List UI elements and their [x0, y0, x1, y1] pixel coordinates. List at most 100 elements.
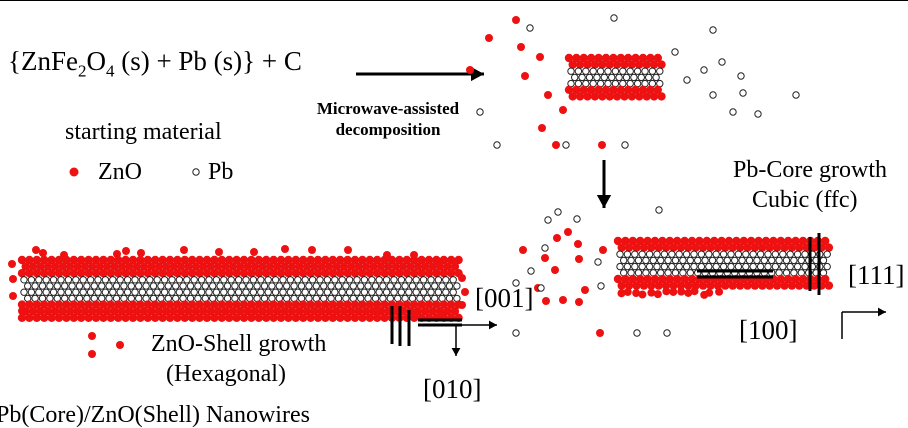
upper-rod-core-dot [572, 74, 578, 80]
upper-rod-core-dot [583, 68, 589, 74]
right-rod-core-dot [772, 263, 778, 269]
left-rod-core-dot [87, 289, 93, 295]
right-rod-core-dot [732, 257, 738, 263]
left-rod-fringe-dot [122, 247, 130, 255]
upper-rod-core-dot [575, 68, 581, 74]
right-pb-particle [542, 245, 548, 251]
left-rod-shell-dot [366, 269, 374, 277]
nanowire-caption: Pb(Core)/ZnO(Shell) Nanowires [0, 403, 310, 427]
left-rod-core-dot [317, 289, 323, 295]
right-rod-core-dot [683, 263, 689, 269]
right-rod-core-dot [680, 257, 686, 263]
upper-rod-core-dot [631, 74, 637, 80]
upper-rod-core-dot [649, 68, 655, 74]
left-rod-core-dot [39, 283, 45, 289]
right-zno-particle [553, 234, 561, 242]
right-rod-core-dot [639, 263, 645, 269]
left-rod-core-dot [387, 283, 393, 289]
left-rod-shell-dot [210, 269, 218, 277]
reaction-equation: {ZnFe2O4 (s) + Pb (s)} + C [8, 48, 302, 79]
left-rod-core-dot [450, 289, 456, 295]
left-rod-shell-dot [121, 269, 129, 277]
upper-rod-shell-dot [606, 60, 614, 68]
upper-rod-core-dot [609, 74, 615, 80]
left-rod-core-dot [369, 277, 375, 283]
left-rod-core-dot [287, 289, 293, 295]
right-zno-particle [519, 246, 527, 254]
left-rod-shell-dot [40, 269, 48, 277]
upper-rod-shell-dot [643, 60, 651, 68]
zno-shell-growth-label: ZnO-Shell growth [151, 332, 326, 356]
right-rod-core-dot [687, 257, 693, 263]
left-rod-fringe-dot [458, 301, 466, 309]
left-rod-core-dot [202, 283, 208, 289]
left-rod-shell-dot [262, 314, 270, 322]
left-rod-shell-dot [218, 269, 226, 277]
left-rod-shell-dot [269, 314, 277, 322]
left-rod-shell-dot [188, 269, 196, 277]
left-rod-core-dot [358, 283, 364, 289]
left-rod-shell-dot [255, 269, 263, 277]
left-rod-core-dot [391, 277, 397, 283]
left-rod-core-dot [239, 283, 245, 289]
right-rod-core-dot [661, 251, 667, 257]
right-rod-core-dot [635, 257, 641, 263]
upper-rod-shell-dot [613, 92, 621, 100]
left-rod-core-dot [428, 277, 434, 283]
left-rod-fringe-dot [410, 251, 418, 259]
upper-rod-shell-dot [613, 60, 621, 68]
upper-pb-particle [793, 92, 799, 98]
left-rod-core-dot [250, 277, 256, 283]
upper-zno-particle [521, 72, 529, 80]
right-zno-particle [581, 286, 589, 294]
left-rod-core-dot [432, 283, 438, 289]
left-rod-core-dot [198, 277, 204, 283]
right-rod-fringe-dot [662, 287, 670, 295]
left-rod-fringe-dot [344, 246, 352, 254]
right-rod-core-dot [820, 257, 826, 263]
right-rod-core-dot [824, 251, 830, 257]
upper-rod-shell-dot [635, 60, 643, 68]
right-rod-core-dot [728, 251, 734, 257]
right-rod-core-dot [724, 257, 730, 263]
left-rod-core-dot [165, 283, 171, 289]
upper-zno-particle [538, 124, 546, 132]
right-rod-core-dot [698, 263, 704, 269]
left-rod-core-dot [354, 289, 360, 295]
upper-zno-particle [559, 106, 567, 114]
left-rod-core-dot [80, 289, 86, 295]
left-rod-core-dot [346, 277, 352, 283]
left-rod-core-dot [272, 277, 278, 283]
left-rod-shell-dot [284, 269, 292, 277]
right-zno-particle [541, 254, 549, 262]
left-rod-core-dot [58, 289, 64, 295]
left-rod-shell-dot [292, 314, 300, 322]
left-rod-shell-dot [47, 269, 55, 277]
left-rod-shell-dot [373, 314, 381, 322]
upper-rod-shell-dot [591, 92, 599, 100]
upper-rod-core-dot [597, 68, 603, 74]
left-rod-core-dot [398, 277, 404, 283]
left-rod-fringe-dot [113, 250, 121, 258]
right-rod-core-dot [624, 251, 630, 257]
upper-rod-shell-dot [650, 92, 658, 100]
left-rod-core-dot [265, 277, 271, 283]
right-rod-core-dot [672, 257, 678, 263]
right-rod-core-dot [717, 257, 723, 263]
left-rod-core-dot [272, 289, 278, 295]
left-rod-shell-dot [70, 269, 78, 277]
right-rod-core-dot [769, 257, 775, 263]
right-rod-core-dot [632, 251, 638, 257]
right-rod-shell-dot [743, 281, 751, 289]
left-rod-core-dot [54, 283, 60, 289]
upper-rod-shell-dot [598, 60, 606, 68]
left-rod-core-dot [339, 277, 345, 283]
upper-rod-shell-dot [606, 92, 614, 100]
left-rod-shell-dot [77, 269, 85, 277]
left-rod-core-dot [87, 277, 93, 283]
left-rod-shell-dot [151, 269, 159, 277]
upper-pb-particle [527, 25, 533, 31]
right-rod-core-dot [743, 251, 749, 257]
left-rod-core-dot [147, 277, 153, 283]
left-rod-shell-dot [373, 269, 381, 277]
